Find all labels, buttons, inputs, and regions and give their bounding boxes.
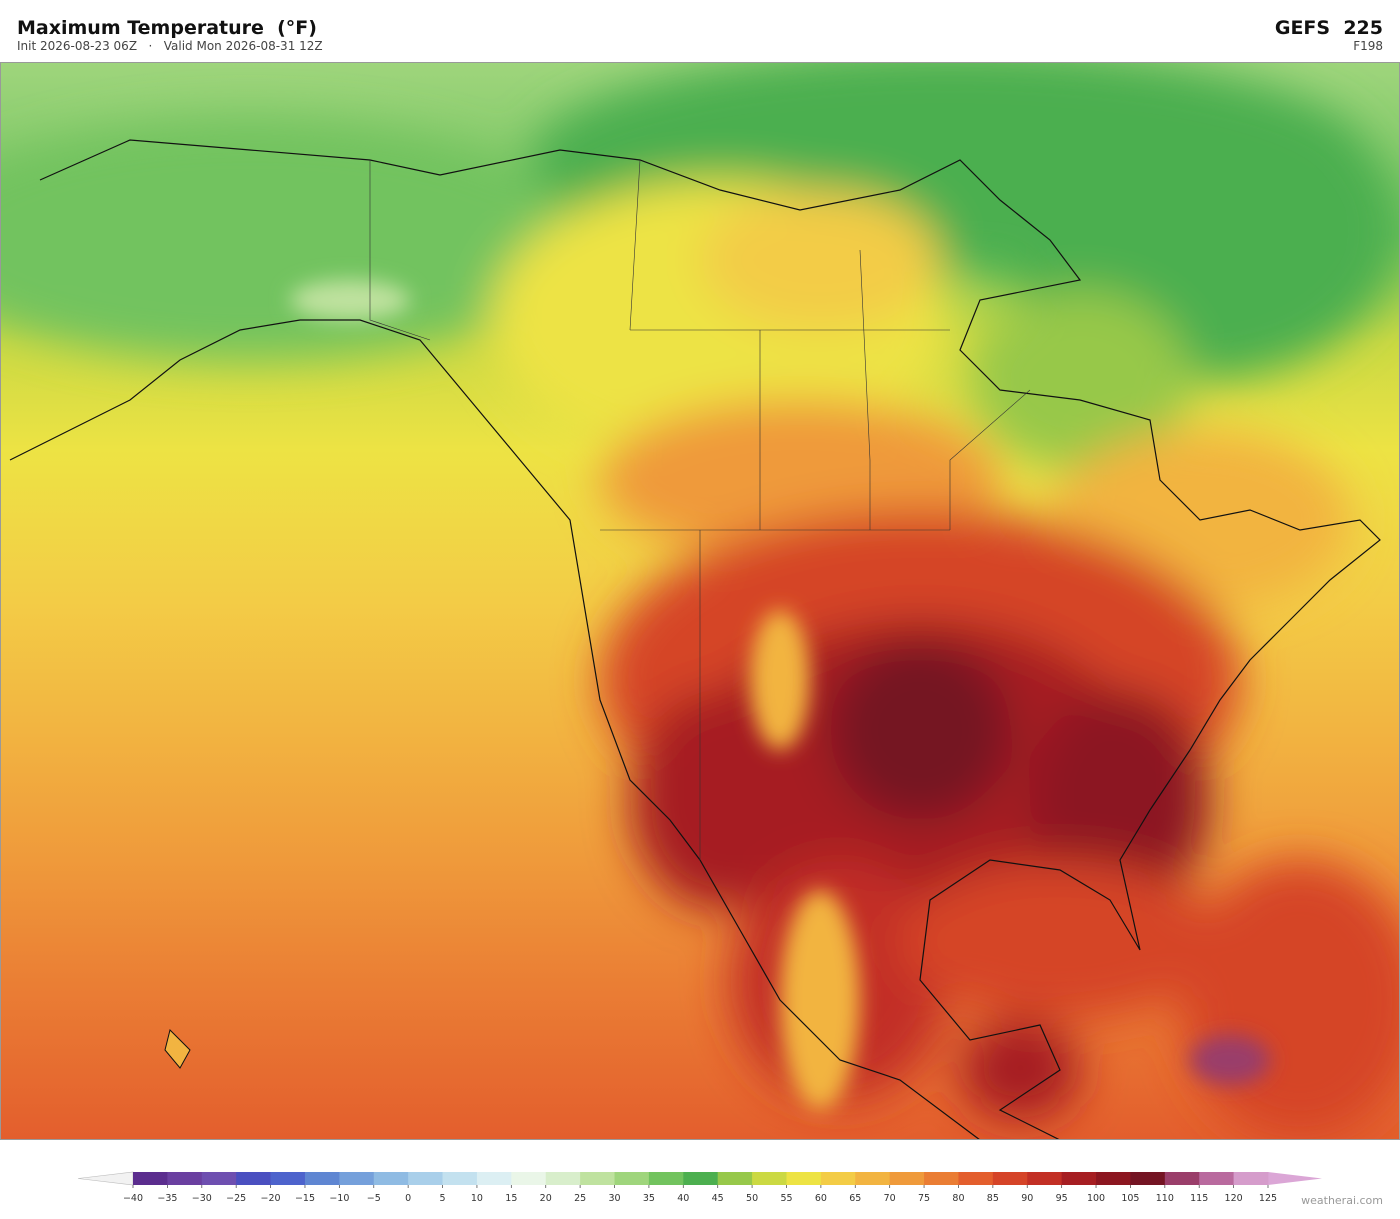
colorbar-bin: [1027, 1172, 1063, 1185]
colorbar-tick-label: 85: [987, 1193, 999, 1204]
colorbar-bin: [924, 1172, 959, 1185]
colorbar-tick-label: 115: [1190, 1193, 1208, 1204]
colorbar-tick-label: −35: [157, 1193, 177, 1204]
colorbar-tick-label: −25: [226, 1193, 246, 1204]
colorbar-bin: [304, 1172, 340, 1185]
colorbar-bin: [786, 1172, 822, 1185]
colorbar-bin: [958, 1172, 994, 1185]
colorbar-tick-label: 5: [440, 1193, 446, 1204]
colorbar-tick-label: 80: [952, 1193, 964, 1204]
colorbar-bin: [855, 1172, 891, 1185]
colorbar-tick-label: 125: [1259, 1193, 1277, 1204]
colorbar-over: [1268, 1172, 1322, 1185]
colorbar-tick-label: 75: [918, 1193, 930, 1204]
colorbar-tick-label: 15: [505, 1193, 517, 1204]
colorbar-bin: [1233, 1172, 1269, 1185]
colorbar-bin: [820, 1172, 856, 1185]
colorbar-tick-label: 50: [746, 1193, 758, 1204]
colorbar-tick-label: −40: [123, 1193, 143, 1204]
colorbar-bin: [1199, 1172, 1235, 1185]
colorbar-tick-label: −15: [295, 1193, 315, 1204]
colorbar-bin: [889, 1172, 925, 1185]
colorbar-bin: [580, 1172, 615, 1185]
subtitle: Init 2026-08-23 06Z · Valid Mon 2026-08-…: [17, 39, 323, 53]
coastline: [9, 139, 1381, 1140]
colorbar-tick-label: −20: [261, 1193, 281, 1204]
colorbar-bin: [614, 1172, 650, 1185]
colorbar-bin: [683, 1172, 719, 1185]
colorbar-bin: [752, 1172, 787, 1185]
colorbar-tick-label: 10: [471, 1193, 483, 1204]
colorbar-bin: [992, 1172, 1028, 1185]
colorbar-bin: [270, 1172, 306, 1185]
colorbar-tick-label: 95: [1056, 1193, 1068, 1204]
temperature-field: [0, 62, 1400, 1140]
colorbar-bin: [442, 1172, 478, 1185]
colorbar-under: [77, 1171, 134, 1186]
hawaii: [164, 1029, 191, 1069]
colorbar: −40 −35 −30 −25 −20 −15 −10 −5 0 5 10 15 20 25 30 35 40 4…: [77, 1171, 1322, 1204]
model: GEFS 225: [1275, 17, 1383, 39]
colorbar-tick-label: 120: [1225, 1193, 1243, 1204]
title: Maximum Temperature (°F): [17, 17, 317, 39]
colorbar-tick-label: 55: [780, 1193, 792, 1204]
borders: [369, 159, 1031, 860]
colorbar-bin: [511, 1172, 547, 1185]
colorbar-bin: [133, 1172, 168, 1185]
colorbar-tick-label: 65: [849, 1193, 861, 1204]
colorbar-tick-label: 110: [1156, 1193, 1174, 1204]
colorbar-tick-label: −30: [192, 1193, 212, 1204]
colorbar-tick-label: 0: [405, 1193, 411, 1204]
colorbar-bin: [1096, 1172, 1131, 1185]
colorbar-bin: [545, 1172, 581, 1185]
colorbar-bin: [408, 1172, 443, 1185]
colorbar-bin: [1130, 1172, 1166, 1185]
colorbar-bin: [167, 1172, 203, 1185]
map: [0, 62, 1400, 1140]
colorbar-bin: [1164, 1172, 1200, 1185]
colorbar-tick-label: 60: [815, 1193, 827, 1204]
colorbar-tick-label: 40: [677, 1193, 689, 1204]
colorbar-tick-label: 105: [1121, 1193, 1139, 1204]
forecast-hour: F198: [1353, 39, 1383, 53]
colorbar-tick-label: 30: [608, 1193, 620, 1204]
colorbar-tick-label: 90: [1021, 1193, 1033, 1204]
colorbar-tick-label: 100: [1087, 1193, 1105, 1204]
terrain-field: [290, 280, 1270, 1110]
colorbar-tick-label: 35: [643, 1193, 655, 1204]
colorbar-bin: [717, 1172, 753, 1185]
colorbar-tick-label: 20: [540, 1193, 552, 1204]
credit: weatherai.com: [1301, 1194, 1383, 1207]
colorbar-tick-label: 25: [574, 1193, 586, 1204]
colorbar-bin: [1061, 1172, 1097, 1185]
colorbar-tick-label: −5: [367, 1193, 381, 1204]
colorbar-bin: [339, 1172, 375, 1185]
colorbar-bin: [648, 1172, 684, 1185]
colorbar-bin: [476, 1172, 512, 1185]
colorbar-bin: [236, 1172, 271, 1185]
colorbar-tick-label: 70: [884, 1193, 896, 1204]
colorbar-tick-label: 45: [712, 1193, 724, 1204]
colorbar-bin: [373, 1172, 409, 1185]
colorbar-tick-label: −10: [329, 1193, 349, 1204]
colorbar-bin: [201, 1172, 237, 1185]
